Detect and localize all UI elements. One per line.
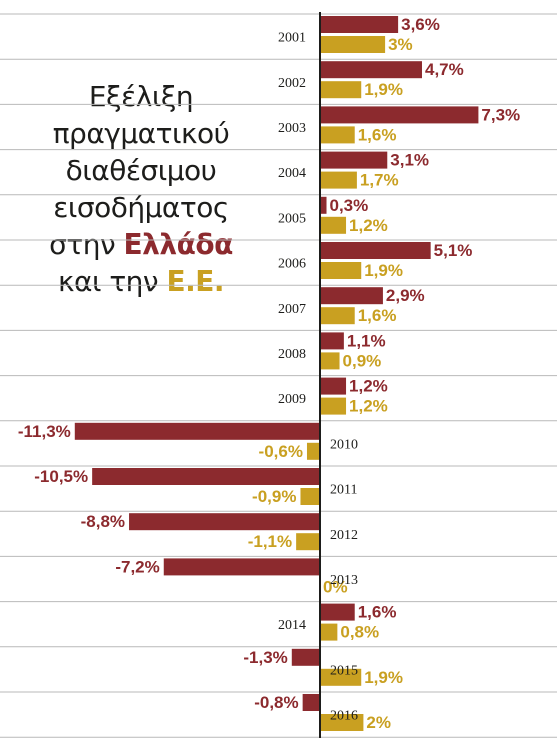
value-label-eu: 0% — [323, 577, 348, 596]
value-label-greece: 5,1% — [434, 241, 473, 260]
value-label-eu: 2% — [366, 713, 391, 732]
year-label: 2012 — [330, 528, 358, 543]
year-label: 2007 — [278, 302, 306, 317]
title-eu-highlight: Ε.Ε. — [166, 265, 224, 298]
bar-greece — [320, 377, 347, 395]
bar-greece — [92, 468, 321, 485]
bar-greece — [163, 558, 320, 576]
year-label: 2005 — [278, 211, 306, 226]
bar-greece — [291, 648, 320, 666]
bar-greece — [302, 694, 320, 711]
year-label: 2008 — [278, 347, 306, 362]
year-label: 2009 — [278, 392, 306, 407]
value-label-eu: 1,9% — [364, 668, 403, 687]
bar-greece — [320, 106, 479, 124]
bar-greece — [320, 287, 383, 305]
chart-title: Εξέλιξη πραγματικού διαθέσιμου εισοδήματ… — [28, 78, 254, 300]
bar-eu — [320, 623, 338, 641]
value-label-eu: 0,9% — [343, 351, 382, 370]
bar-eu — [320, 397, 347, 415]
value-label-greece: -7,2% — [115, 557, 159, 576]
bar-eu — [306, 442, 320, 460]
title-line-2: πραγματικού — [52, 117, 230, 150]
bar-greece — [320, 151, 388, 169]
value-label-greece: -10,5% — [34, 467, 88, 486]
title-line-6-prefix: και την — [57, 265, 167, 298]
year-label: 2004 — [278, 166, 306, 181]
value-label-eu: 1,6% — [358, 125, 397, 144]
value-label-greece: 0,3% — [330, 196, 369, 215]
year-label: 2001 — [278, 31, 306, 46]
bar-eu — [320, 81, 362, 99]
value-label-greece: 4,7% — [425, 60, 464, 79]
year-label: 2003 — [278, 121, 306, 136]
value-label-greece: 3,6% — [401, 15, 440, 34]
title-line-6: και την Ε.Ε. — [28, 263, 254, 300]
title-line-1: Εξέλιξη — [88, 80, 194, 113]
value-label-greece: -1,3% — [243, 648, 287, 667]
value-label-greece: 7,3% — [481, 105, 520, 124]
value-label-eu: 0,8% — [340, 623, 379, 642]
value-label-eu: -0,6% — [259, 442, 303, 461]
year-label: 2016 — [330, 709, 358, 724]
bar-greece — [74, 422, 320, 440]
bar-eu — [320, 307, 355, 325]
bar-eu — [320, 668, 362, 686]
value-label-eu: -0,9% — [252, 487, 296, 506]
title-greece-highlight: Ελλάδα — [123, 228, 234, 261]
bar-eu — [320, 714, 364, 731]
value-label-eu: 3% — [388, 35, 413, 54]
value-label-eu: 1,7% — [360, 171, 399, 190]
value-label-greece: 2,9% — [386, 286, 425, 305]
bar-eu — [320, 126, 355, 144]
bar-greece — [320, 196, 327, 214]
year-label: 2002 — [278, 76, 306, 91]
title-line-3: διαθέσιμου — [65, 154, 217, 187]
value-label-greece: -0,8% — [254, 693, 298, 712]
value-label-eu: 1,2% — [349, 397, 388, 416]
title-line-4: εισοδήματος — [53, 191, 229, 224]
value-label-eu: 1,2% — [349, 216, 388, 235]
value-label-eu: 1,9% — [364, 261, 403, 280]
title-line-5: στην Ελλάδα — [28, 226, 254, 263]
value-label-greece: 1,6% — [358, 603, 397, 622]
year-label: 2006 — [278, 257, 306, 272]
bar-greece — [320, 603, 355, 621]
year-label: 2010 — [330, 437, 358, 452]
bar-eu — [320, 352, 340, 370]
bar-greece — [320, 16, 399, 33]
value-label-greece: -11,3% — [18, 422, 71, 441]
value-label-greece: 1,1% — [347, 331, 386, 350]
bar-greece — [320, 332, 344, 350]
year-label: 2015 — [330, 663, 358, 678]
year-label: 2014 — [278, 618, 306, 633]
year-label: 2011 — [330, 483, 357, 498]
bar-greece — [320, 242, 431, 259]
bar-eu — [296, 533, 320, 551]
value-label-eu: -1,1% — [248, 532, 292, 551]
bar-eu — [300, 488, 320, 505]
value-label-eu: 1,6% — [358, 306, 397, 325]
bar-eu — [320, 216, 347, 234]
value-label-eu: 1,9% — [364, 80, 403, 99]
title-line-5-prefix: στην — [49, 228, 124, 261]
year-label: 2013 — [330, 573, 358, 588]
bar-eu — [320, 262, 362, 279]
value-label-greece: -8,8% — [81, 512, 125, 531]
bar-eu — [320, 36, 386, 53]
value-label-greece: 1,2% — [349, 377, 388, 396]
bar-greece — [320, 61, 422, 79]
value-label-greece: 3,1% — [390, 151, 429, 170]
bar-eu — [320, 171, 357, 189]
bar-greece — [129, 513, 320, 531]
